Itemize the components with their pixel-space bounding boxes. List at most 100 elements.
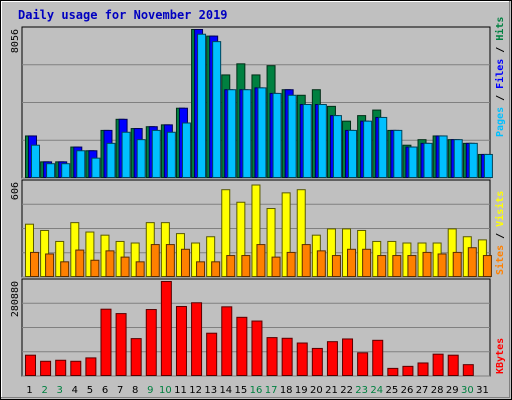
- bar-pages-day-20: [317, 104, 327, 178]
- bar-visits-day-4: [70, 222, 80, 278]
- day-label-8: 8: [132, 385, 138, 396]
- bar-sites-day-12: [196, 261, 206, 277]
- bar-visits-day-8: [130, 242, 140, 277]
- side-label-kbytes: KBytes: [495, 338, 506, 374]
- bar-kbytes-day-26: [402, 365, 414, 377]
- bar-sites-day-16: [256, 244, 266, 277]
- bar-visits-day-2: [40, 229, 50, 277]
- side-label-hits: Hits: [494, 17, 506, 41]
- bar-sites-day-20: [316, 250, 326, 278]
- day-labels: 1 2 3 4 5 6 7 8 9 10 11 12 13 14 15 16 17 18 19 20 21 22 23 24 2…: [26, 385, 488, 396]
- bar-kbytes-day-12: [191, 302, 203, 377]
- day-label-7: 7: [117, 385, 123, 396]
- bar-sites-day-24: [377, 255, 387, 278]
- bar-sites-day-15: [241, 255, 251, 278]
- bar-kbytes-day-15: [236, 316, 248, 377]
- day-label-3: 3: [57, 385, 63, 396]
- bar-sites-day-4: [75, 249, 85, 278]
- bar-sites-day-26: [407, 255, 417, 278]
- side-label-visits: Visits: [494, 191, 506, 227]
- bar-visits-day-5: [85, 231, 95, 277]
- bar-kbytes-day-4: [70, 360, 82, 376]
- bar-sites-day-10: [165, 244, 175, 277]
- day-label-24: 24: [370, 385, 383, 396]
- bar-sites-day-9: [150, 244, 160, 277]
- bar-kbytes-day-25: [387, 367, 399, 377]
- day-label-17: 17: [265, 385, 278, 396]
- day-label-21: 21: [325, 385, 338, 396]
- side-label-pages: Pages: [495, 107, 506, 137]
- bar-kbytes-day-21: [326, 341, 338, 376]
- day-label-12: 12: [189, 385, 202, 396]
- bar-sites-day-25: [392, 255, 402, 278]
- bar-visits-day-18: [281, 192, 291, 277]
- bar-kbytes-day-11: [175, 305, 187, 376]
- day-label-28: 28: [431, 385, 444, 396]
- bar-kbytes-day-8: [130, 338, 142, 376]
- bar-sites-day-19: [301, 244, 311, 277]
- day-label-19: 19: [295, 385, 308, 396]
- day-label-6: 6: [102, 385, 108, 396]
- day-label-1: 1: [26, 385, 32, 396]
- day-label-26: 26: [401, 385, 414, 396]
- bar-kbytes-day-18: [281, 337, 293, 376]
- bar-pages-day-11: [181, 122, 191, 178]
- bar-kbytes-day-3: [55, 359, 67, 377]
- chart-title: Daily usage for November 2019: [18, 8, 228, 22]
- bar-pages-day-16: [257, 87, 267, 178]
- bar-kbytes-day-7: [115, 313, 127, 377]
- bar-sites-day-29: [452, 251, 462, 278]
- bar-sites-day-30: [467, 247, 477, 278]
- bar-pages-day-19: [302, 104, 312, 178]
- bar-kbytes-day-24: [372, 339, 384, 377]
- bar-kbytes-day-14: [221, 306, 233, 376]
- day-label-22: 22: [340, 385, 353, 396]
- side-label-hits-panel: Pages / Files / Hits: [494, 17, 506, 137]
- day-label-20: 20: [310, 385, 323, 396]
- bar-pages-day-6: [106, 142, 116, 178]
- bar-kbytes-day-30: [462, 364, 474, 376]
- day-label-4: 4: [72, 385, 78, 396]
- y-max-label: 606: [10, 182, 21, 200]
- bar-sites-day-28: [437, 253, 447, 278]
- bar-visits-day-21: [326, 228, 336, 277]
- bar-sites-day-5: [90, 259, 100, 277]
- bar-sites-day-18: [286, 251, 296, 278]
- side-label-sites: Sites: [494, 245, 506, 275]
- bar-sites-day-14: [226, 255, 236, 278]
- bar-sites-day-6: [105, 250, 115, 278]
- bar-kbytes-day-6: [100, 308, 112, 376]
- bar-pages-day-25: [393, 129, 403, 179]
- bar-sites-day-7: [120, 256, 130, 277]
- bar-visits-day-19: [296, 189, 306, 278]
- bar-kbytes-day-23: [357, 352, 369, 376]
- day-label-16: 16: [250, 385, 263, 396]
- day-label-27: 27: [416, 385, 429, 396]
- bar-pages-day-12: [197, 33, 207, 178]
- bar-pages-day-10: [166, 131, 176, 178]
- bar-pages-day-8: [136, 139, 146, 178]
- day-label-13: 13: [204, 385, 217, 396]
- bar-pages-day-3: [61, 163, 71, 178]
- bar-visits-day-17: [266, 208, 276, 277]
- bar-visits-day-1: [25, 223, 34, 278]
- bar-pages-day-7: [121, 131, 131, 178]
- bar-kbytes-day-1: [25, 354, 36, 376]
- bar-pages-day-31: [483, 153, 493, 179]
- bar-kbytes-day-17: [266, 337, 278, 377]
- bar-sites-day-23: [362, 248, 372, 278]
- day-label-5: 5: [87, 385, 93, 396]
- day-label-23: 23: [355, 385, 368, 396]
- bar-kbytes-day-13: [206, 332, 218, 376]
- bar-sites-day-31: [482, 255, 492, 278]
- bar-sites-day-21: [331, 255, 341, 278]
- bar-sites-day-27: [422, 251, 432, 278]
- bar-sites-day-3: [60, 261, 70, 277]
- y-max-label: 8056: [10, 29, 21, 53]
- bar-pages-day-23: [363, 120, 373, 179]
- bar-pages-day-18: [287, 94, 297, 178]
- bar-pages-day-28: [438, 135, 448, 179]
- panel-hits: 8056: [10, 26, 493, 179]
- bar-kbytes-day-9: [145, 309, 157, 376]
